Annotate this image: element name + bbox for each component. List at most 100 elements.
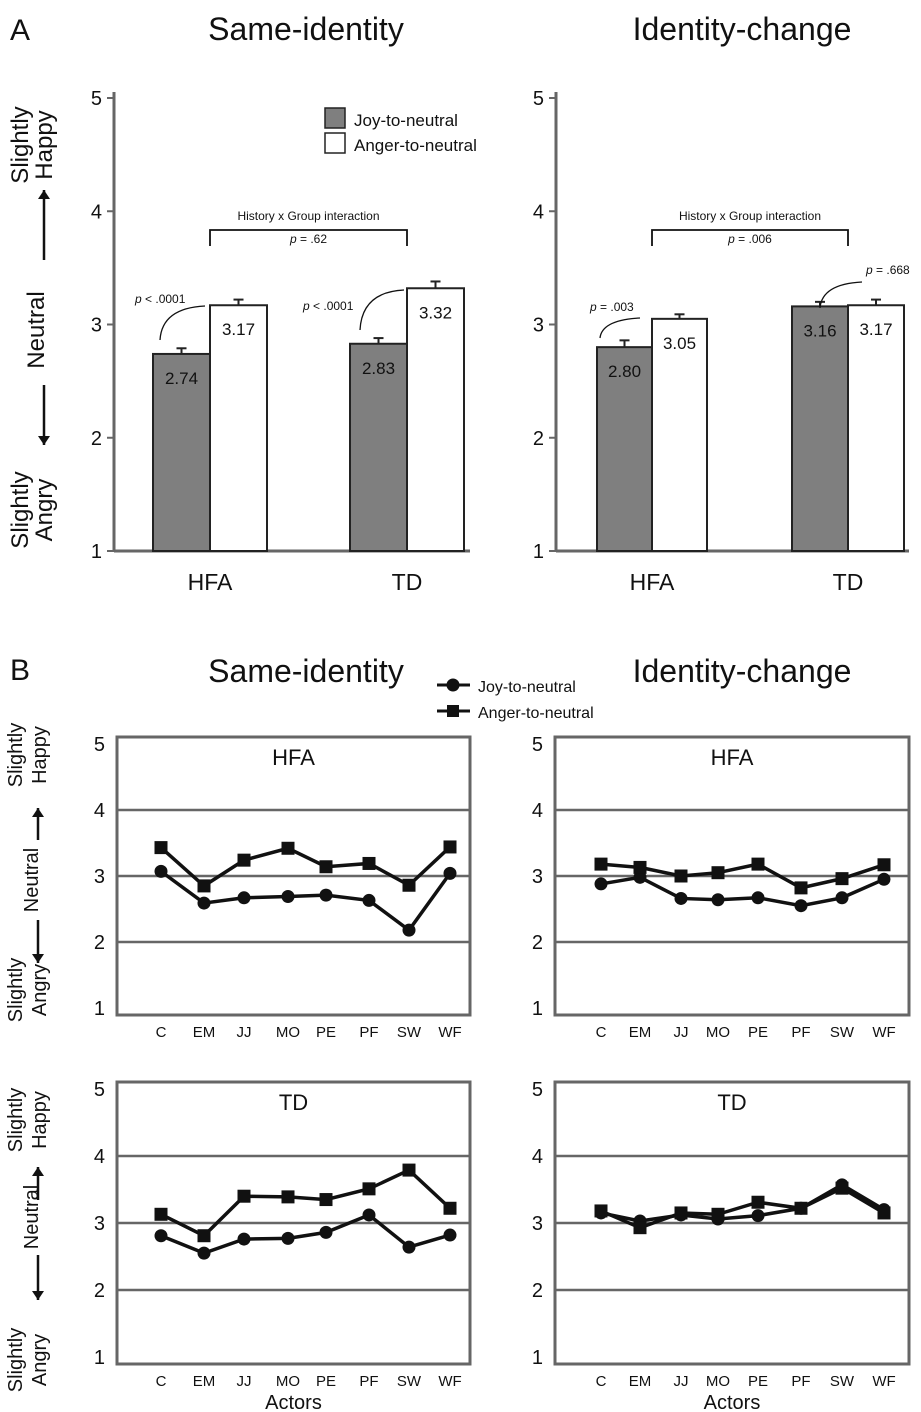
point-anger: [154, 841, 168, 855]
point-anger: [877, 858, 891, 872]
point-anger: [794, 881, 808, 895]
x-tick-label: SW: [830, 1373, 855, 1390]
point-joy: [237, 891, 251, 905]
interaction-bracket: [651, 229, 849, 246]
point-anger: [751, 1195, 765, 1209]
legend-b-marker-anger: [447, 705, 459, 717]
x-tick-label: PE: [316, 1024, 336, 1041]
y-axis-label-a-bottom-2: Angry: [31, 479, 58, 542]
y-tick-label: 3: [94, 866, 105, 888]
x-tick-label: JJ: [237, 1373, 252, 1390]
x-tick-label: EM: [629, 1024, 652, 1041]
series-line-joy: [600, 1182, 885, 1223]
group-p-value: p < .0001: [134, 292, 186, 306]
point-joy: [794, 899, 808, 913]
point-anger: [443, 1201, 457, 1215]
point-joy: [281, 1231, 295, 1245]
x-tick-label: SW: [397, 1024, 422, 1041]
x-tick-label: PE: [316, 1373, 336, 1390]
point-anger: [281, 1190, 295, 1204]
point-anger: [594, 857, 608, 871]
point-anger: [835, 1181, 849, 1195]
y-axis-label-a-arrow-up-head: [38, 190, 50, 199]
y-axis-label-b-bottom-top-1: Slightly: [5, 1088, 27, 1152]
x-tick-label: WF: [872, 1024, 895, 1041]
point-anger: [674, 869, 688, 883]
point-joy: [594, 877, 608, 891]
point-anger: [402, 878, 416, 892]
point-joy: [402, 1240, 416, 1254]
y-tick-label: 3: [91, 315, 102, 337]
y-tick-label: 5: [533, 88, 544, 110]
data-label: 2.80: [608, 362, 641, 381]
x-tick-label: MO: [706, 1373, 730, 1390]
y-tick-label: 5: [94, 1079, 105, 1101]
plot-subtitle: TD: [717, 1090, 746, 1115]
point-joy: [197, 1246, 211, 1260]
point-anger: [362, 1182, 376, 1196]
y-axis-label-a-middle: Neutral: [23, 291, 50, 368]
y-tick-label: 1: [532, 998, 543, 1020]
y-tick-label: 5: [94, 734, 105, 756]
chart-title-line-left: Same-identity: [208, 653, 404, 689]
point-joy: [319, 888, 333, 902]
y-axis-label-b-top-top-1: Slightly: [5, 723, 27, 787]
y-axis-label-b-bottom-middle: Neutral: [21, 1185, 43, 1249]
point-anger: [877, 1206, 891, 1220]
bar-joy-TD: [791, 305, 849, 552]
point-anger: [237, 853, 251, 867]
y-axis-label-a-bottom-1: Slightly: [7, 471, 34, 548]
point-joy: [835, 891, 849, 905]
legend-b-label-joy: Joy-to-neutral: [478, 679, 576, 696]
x-tick-label: MO: [276, 1024, 300, 1041]
data-label: 3.05: [663, 334, 696, 353]
point-joy: [751, 891, 765, 905]
y-tick-label: 4: [532, 1146, 543, 1168]
point-joy: [362, 1208, 376, 1222]
bar-joy-HFA: [596, 346, 653, 552]
chart-title-bar-1: Same-identity: [208, 11, 404, 47]
point-anger: [362, 856, 376, 870]
y-tick-label: 2: [533, 428, 544, 450]
legend-b-label-anger: Anger-to-neutral: [478, 705, 594, 722]
point-anger: [711, 1207, 725, 1221]
y-tick-label: 4: [533, 201, 544, 223]
x-tick-label: PF: [359, 1024, 378, 1041]
x-tick-label: MO: [706, 1024, 730, 1041]
legend-swatch-joy: [324, 107, 346, 129]
point-anger: [835, 872, 849, 886]
data-label: 3.17: [859, 320, 892, 339]
point-joy: [443, 866, 457, 880]
series-line-anger: [600, 1186, 885, 1230]
group-p-value: p = .668: [865, 263, 910, 277]
bar-anger-HFA: [209, 304, 268, 552]
p-value-arc: [599, 317, 641, 339]
data-label: 3.16: [803, 321, 836, 340]
point-anger: [402, 1163, 416, 1177]
x-tick-label: SW: [397, 1373, 422, 1390]
x-tick-label: PF: [791, 1024, 810, 1041]
y-axis-label-b-top-top-2: Happy: [29, 726, 51, 784]
category-label: TD: [833, 569, 864, 595]
legend-label-joy: Joy-to-neutral: [354, 111, 458, 130]
point-anger: [319, 860, 333, 874]
x-tick-label: C: [596, 1373, 607, 1390]
legend-b-marker-joy: [446, 678, 460, 692]
plot-subtitle: HFA: [711, 745, 754, 770]
y-axis-label-b-top-arrow-down-head: [32, 954, 44, 963]
y-axis-label-b-bottom-arrow-up-head: [32, 1167, 44, 1176]
series-line-joy: [159, 869, 452, 933]
x-tick-label: EM: [193, 1024, 216, 1041]
point-anger: [633, 860, 647, 874]
x-tick-label: JJ: [674, 1373, 689, 1390]
y-tick-label: 2: [94, 1280, 105, 1302]
x-tick-label: JJ: [674, 1024, 689, 1041]
y-axis-label-b-bottom-arrow-down-head: [32, 1291, 44, 1300]
y-tick-label: 3: [532, 866, 543, 888]
chart-title-bar-2: Identity-change: [633, 11, 852, 47]
point-joy: [674, 891, 688, 905]
series-line-anger: [159, 845, 452, 889]
x-tick-label: C: [156, 1373, 167, 1390]
point-anger: [319, 1193, 333, 1207]
